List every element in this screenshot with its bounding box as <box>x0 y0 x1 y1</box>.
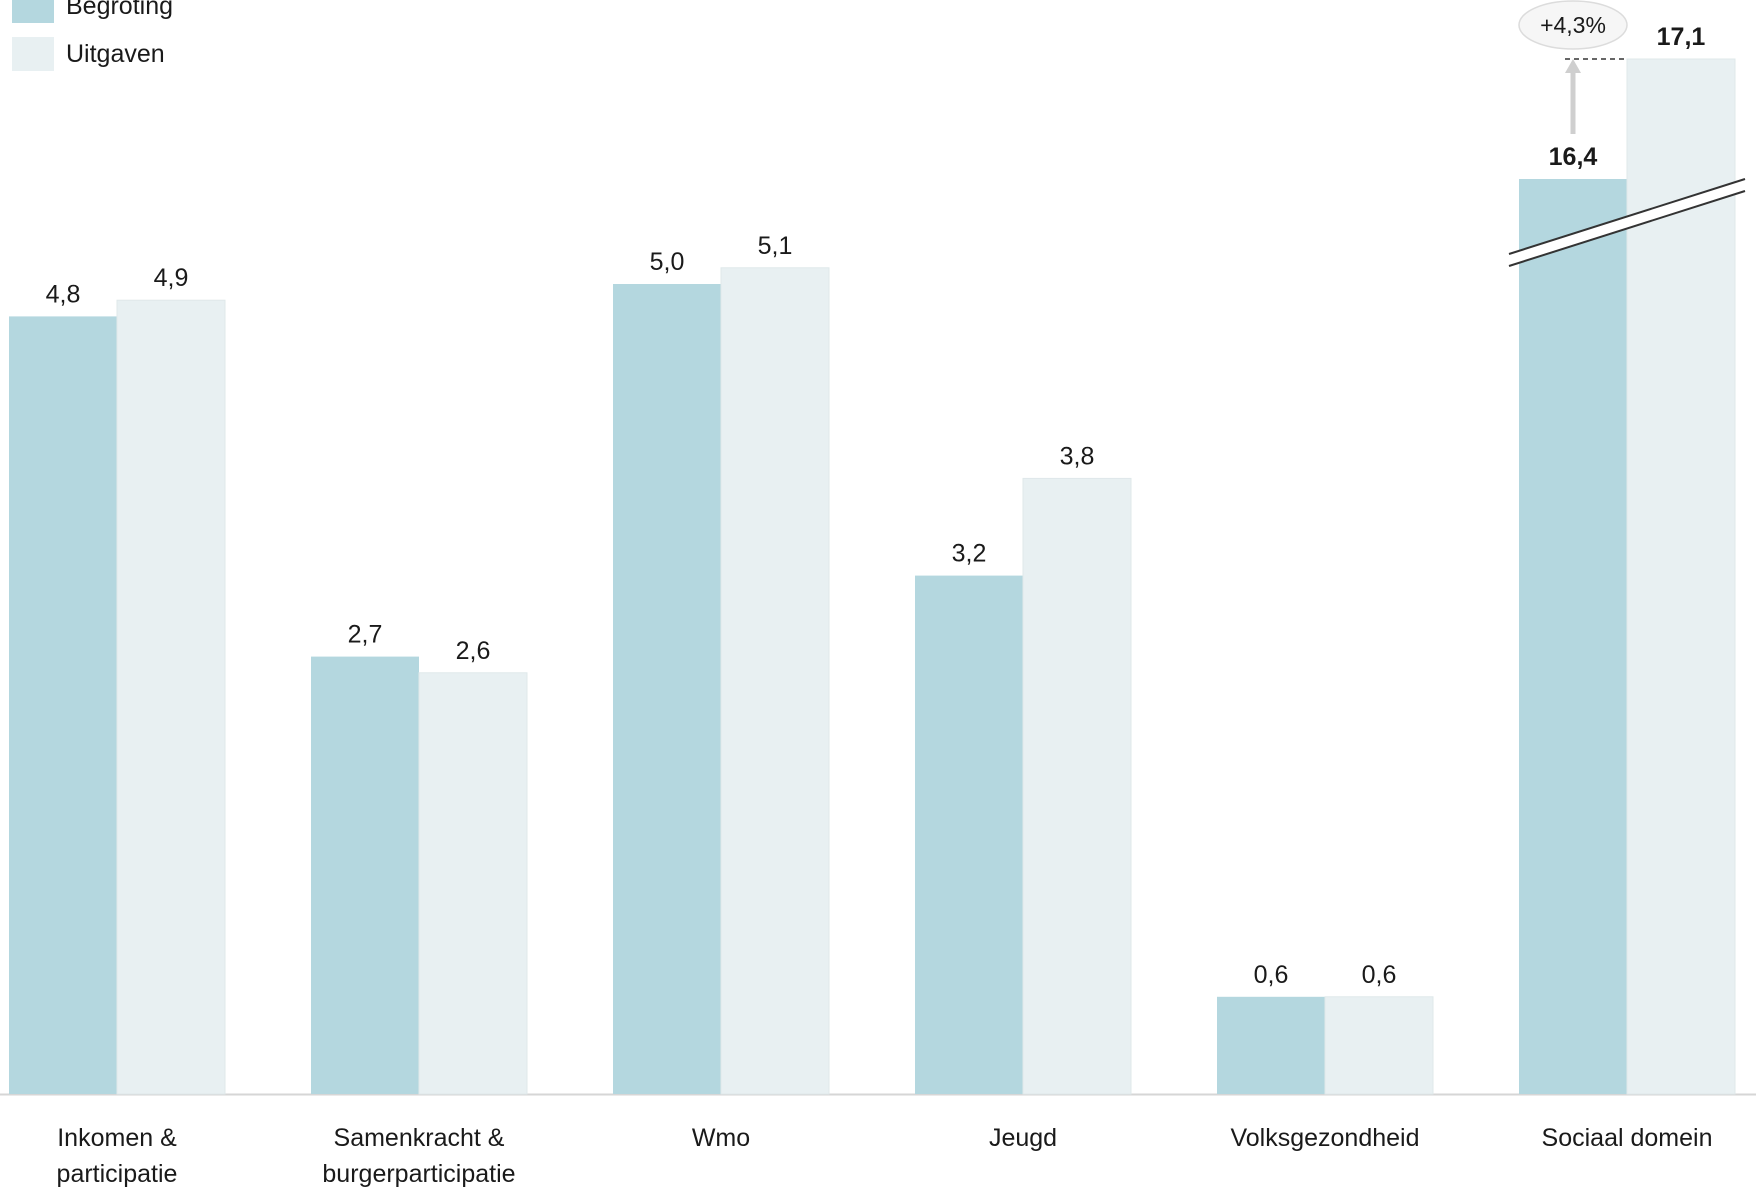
legend-swatch-uitgaven <box>12 37 54 71</box>
category-label-0-0: Inkomen & <box>57 1124 177 1152</box>
data-label-uitgaven-1: 2,6 <box>456 637 491 665</box>
data-label-begroting-5: 16,4 <box>1549 143 1598 171</box>
axis-break-gap <box>1509 179 1745 266</box>
data-label-uitgaven-2: 5,1 <box>758 232 793 260</box>
legend-item-uitgaven: Uitgaven <box>12 34 173 74</box>
category-label-2-0: Wmo <box>692 1124 750 1152</box>
legend-label-uitgaven: Uitgaven <box>66 39 165 68</box>
axis-break-line-upper <box>1508 178 1746 255</box>
category-label-1-1: burgerparticipatie <box>322 1160 515 1188</box>
bar-begroting-4 <box>1217 996 1325 1094</box>
category-label-1-0: Samenkracht & <box>334 1124 505 1152</box>
category-label-5-0: Sociaal domein <box>1542 1124 1713 1152</box>
legend-label-begroting: Begroting <box>66 0 174 20</box>
bar-begroting-3 <box>915 575 1023 1094</box>
bar-begroting-5 <box>1519 179 1627 1094</box>
bar-uitgaven-5 <box>1626 58 1736 1095</box>
legend-item-begroting: Begroting <box>12 0 173 26</box>
bar-begroting-2 <box>613 284 721 1094</box>
data-label-begroting-4: 0,6 <box>1254 961 1289 989</box>
data-label-uitgaven-0: 4,9 <box>154 264 189 292</box>
increase-arrow-head <box>1565 59 1581 73</box>
bar-uitgaven-3 <box>1022 477 1132 1095</box>
legend-swatch-begroting <box>12 0 54 23</box>
bar-uitgaven-1 <box>418 672 528 1095</box>
bar-begroting-0 <box>9 316 117 1094</box>
annotation-label: +4,3% <box>1540 12 1606 38</box>
data-label-begroting-1: 2,7 <box>348 621 383 649</box>
axis-break-line-lower <box>1508 190 1746 267</box>
bar-uitgaven-2 <box>720 267 830 1095</box>
bar-uitgaven-0 <box>116 299 226 1095</box>
data-label-begroting-3: 3,2 <box>952 540 987 568</box>
data-label-begroting-2: 5,0 <box>650 248 685 276</box>
bar-begroting-1 <box>311 656 419 1094</box>
legend: Begroting Uitgaven <box>12 0 173 82</box>
category-label-3-0: Jeugd <box>989 1124 1057 1152</box>
bar-uitgaven-4 <box>1324 996 1434 1095</box>
annotation-ellipse <box>1518 0 1628 50</box>
data-label-begroting-0: 4,8 <box>46 280 81 308</box>
category-label-0-1: participatie <box>57 1160 178 1188</box>
data-label-uitgaven-3: 3,8 <box>1060 442 1095 470</box>
data-label-uitgaven-4: 0,6 <box>1362 961 1397 989</box>
data-label-uitgaven-5: 17,1 <box>1657 23 1706 51</box>
category-label-4-0: Volksgezondheid <box>1230 1124 1419 1152</box>
